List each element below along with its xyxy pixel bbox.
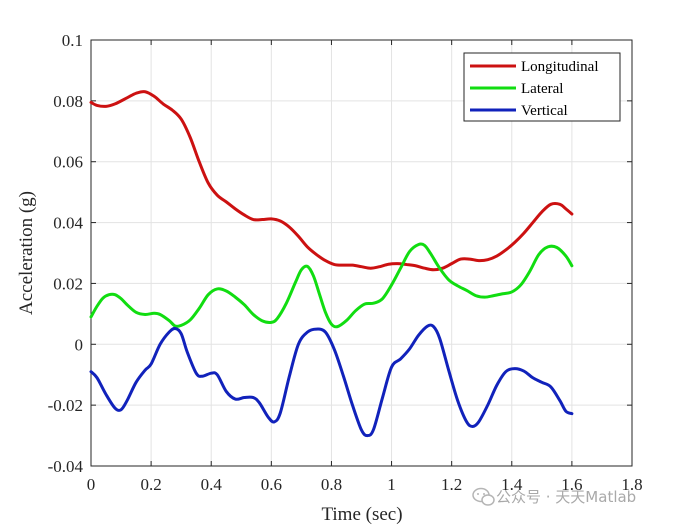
y-tick-label: 0.1 (62, 31, 83, 50)
x-tick-label: 1.6 (561, 475, 582, 494)
y-tick-label: 0.02 (53, 274, 83, 293)
y-tick-label: -0.02 (48, 396, 83, 415)
x-tick-label: 0.2 (140, 475, 161, 494)
x-tick-label: 1 (387, 475, 396, 494)
y-tick-label: -0.04 (48, 457, 84, 476)
x-tick-label: 0 (87, 475, 96, 494)
x-tick-label: 0.6 (261, 475, 282, 494)
series-line-longitudinal (89, 90, 574, 272)
y-tick-label: 0.04 (53, 214, 83, 233)
y-axis-title: Acceleration (g) (16, 191, 37, 315)
watermark: 公众号 · 天天Matlab (472, 487, 636, 506)
series-lines (89, 90, 574, 438)
axis-ticks: 0 0.2 0.4 0.6 0.8 1 1.2 1.4 1.6 1.8 -0.04 -0.02 0 0.0… (48, 31, 643, 494)
y-tick-label: 0.08 (53, 92, 83, 111)
x-tick-label: 0.8 (321, 475, 342, 494)
series-line-lateral (89, 242, 574, 329)
x-tick-label: 0.4 (201, 475, 223, 494)
y-tick-label: 0 (75, 335, 84, 354)
plot-frame (90, 39, 633, 467)
series-line-vertical (89, 323, 574, 438)
x-tick-label: 1.2 (441, 475, 462, 494)
y-tick-label: 0.06 (53, 153, 83, 172)
watermark-text: 公众号 · 天天Matlab (496, 488, 636, 506)
x-tick-label: 1.8 (621, 475, 642, 494)
x-tick-label: 1.4 (501, 475, 523, 494)
x-axis-title: Time (sec) (321, 504, 402, 525)
legend-label-vertical: Vertical (521, 103, 568, 119)
legend-label-lateral: Lateral (521, 81, 563, 97)
legend: Longitudinal Lateral Vertical (463, 52, 621, 122)
wechat-icon (472, 487, 495, 506)
legend-label-longitudinal: Longitudinal (521, 59, 599, 75)
